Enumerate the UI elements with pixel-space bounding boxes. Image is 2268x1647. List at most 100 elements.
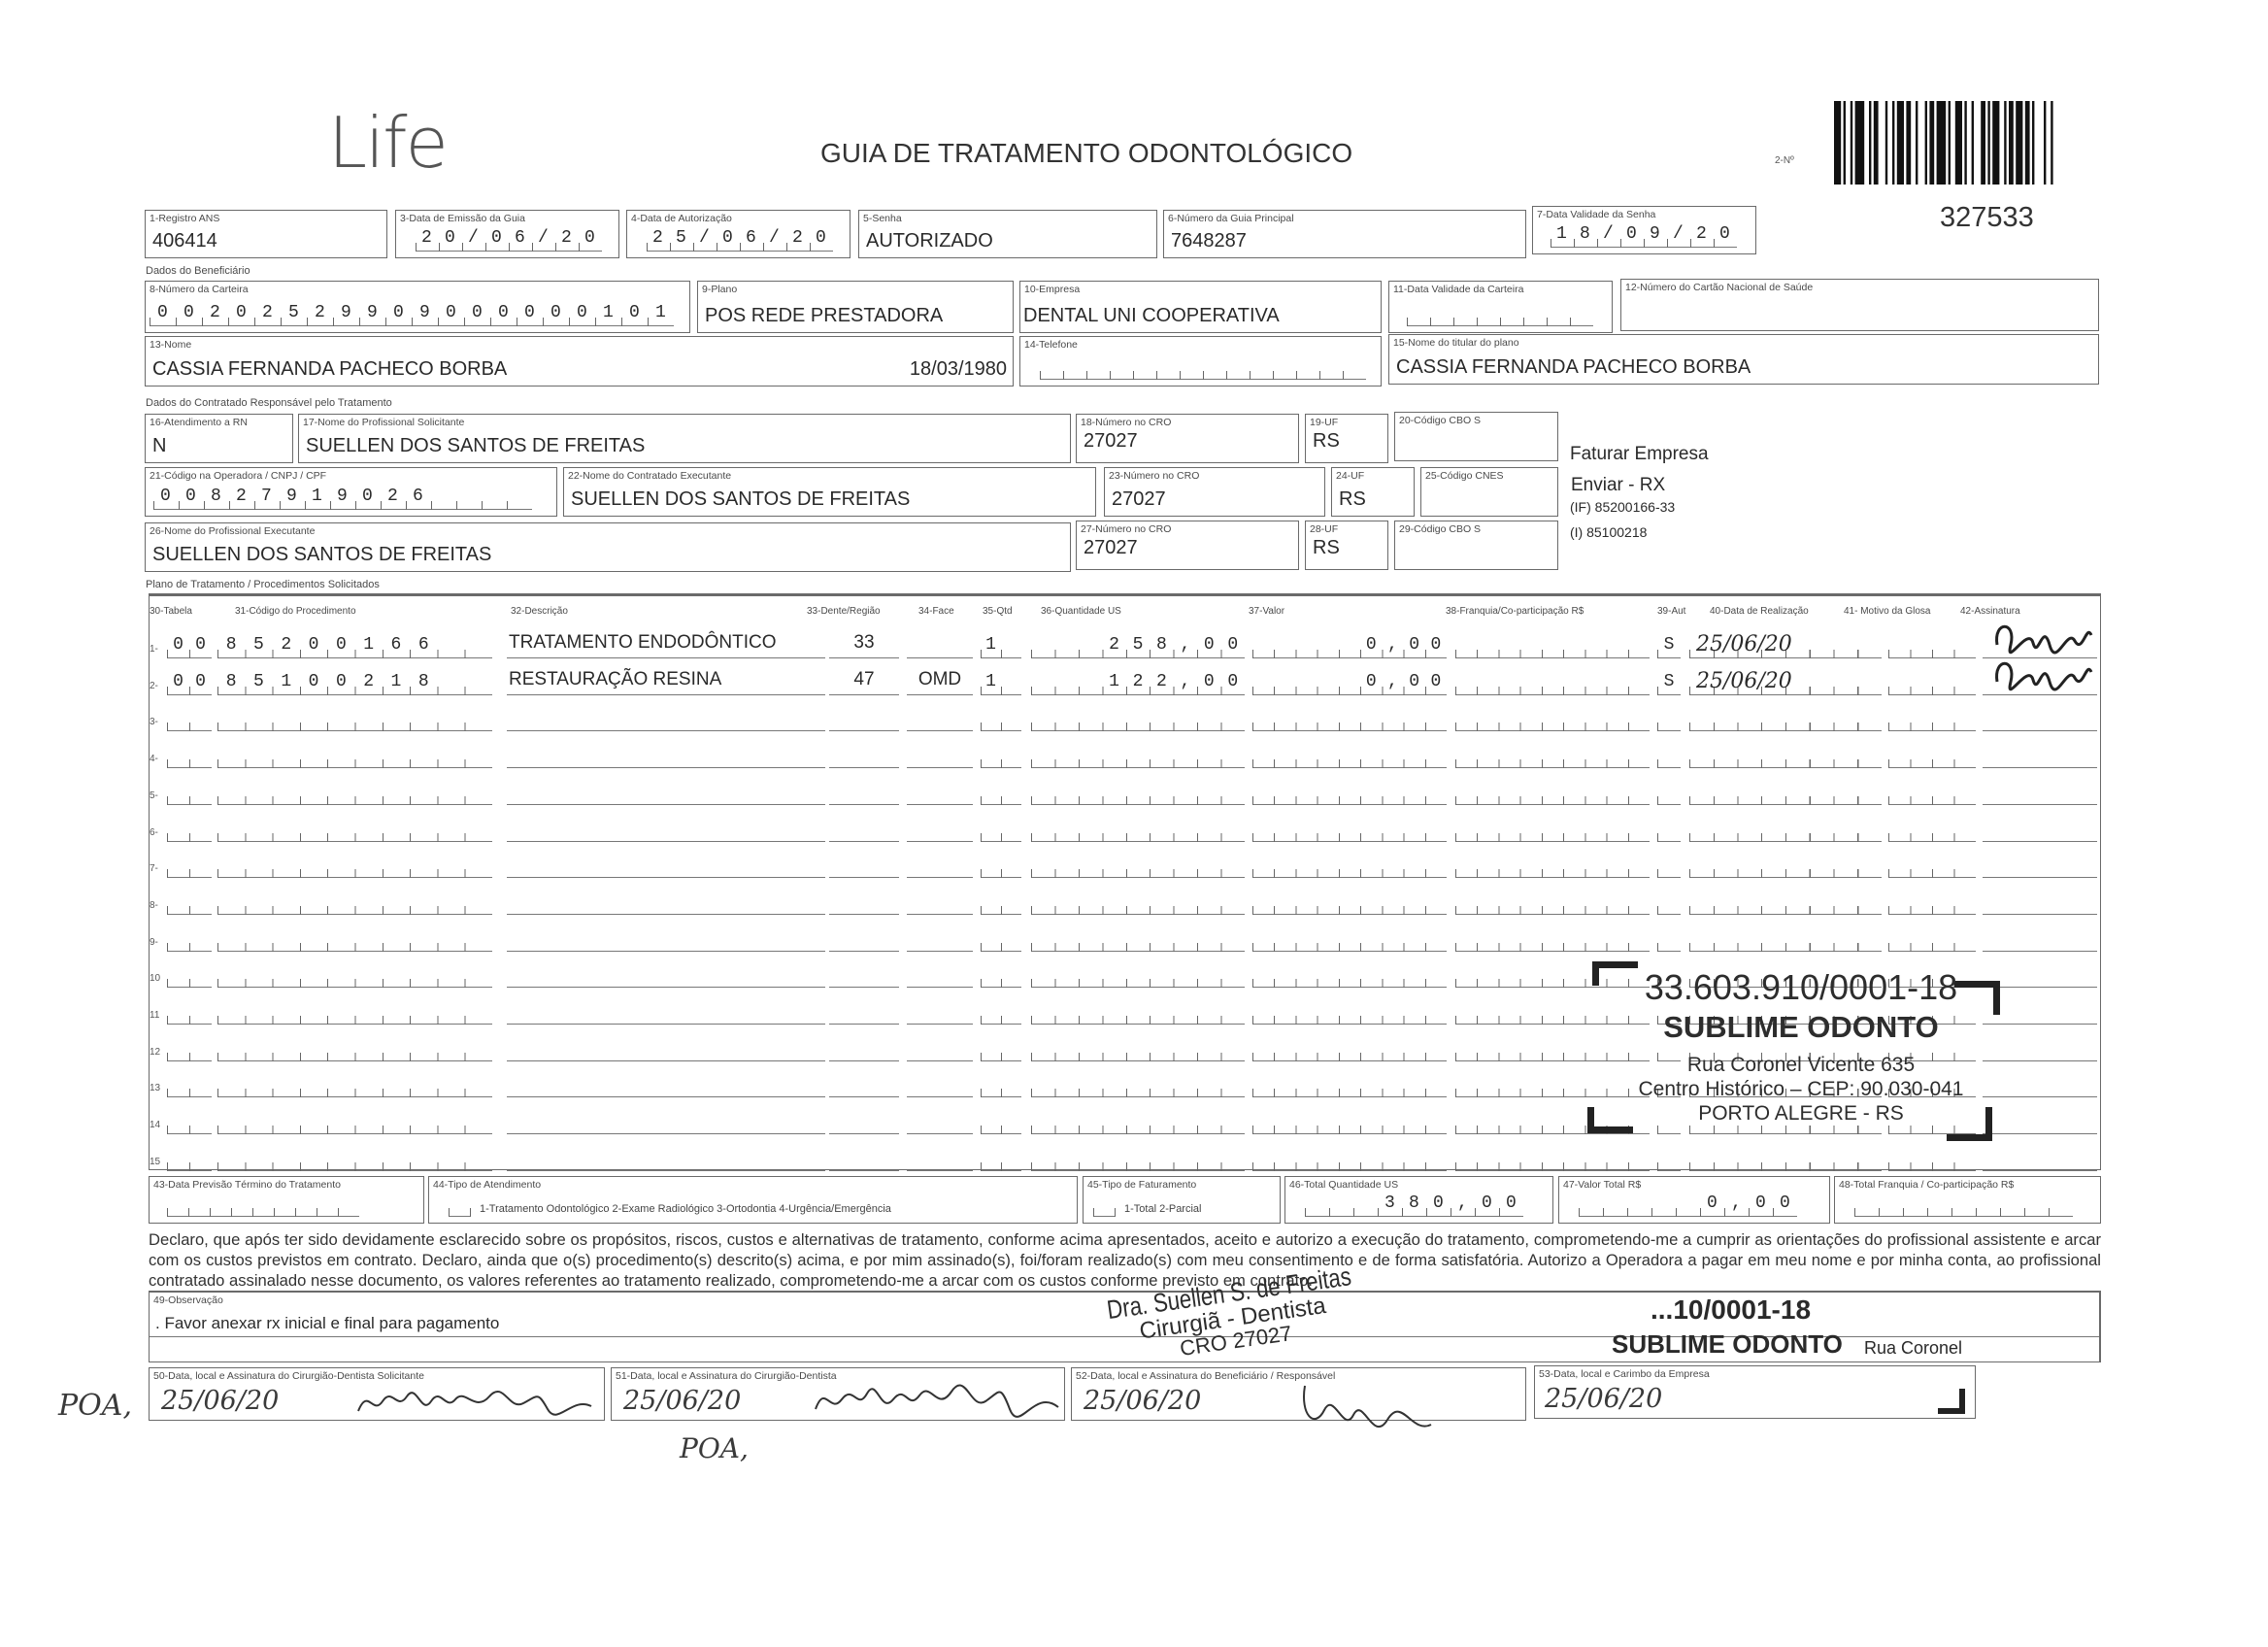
cell-face <box>907 1071 973 1098</box>
procedure-row: 4- <box>150 737 2100 770</box>
cell-glosa <box>1888 633 1976 658</box>
cell-assinatura <box>1983 925 2097 952</box>
cell-assinatura <box>1983 705 2097 732</box>
company-stamp-partial: ...10/0001-18 SUBLIME ODONTO Rua Coronel <box>1612 1294 2092 1362</box>
field-profissional-executante: 26-Nome do Profissional Executante SUELLE… <box>145 522 1071 572</box>
field-label: 26-Nome do Profissional Executante <box>150 525 316 537</box>
signature-box-empresa: 53-Data, local e Carimbo da Empresa 25/06… <box>1534 1365 1976 1419</box>
procedure-row: 8- <box>150 884 2100 917</box>
barcode <box>1834 101 2053 185</box>
procedure-row: 10 <box>150 957 2100 990</box>
cell-quant-us <box>1031 1145 1245 1171</box>
stamp-corner <box>1947 1107 1992 1141</box>
procedure-row: 6- <box>150 811 2100 844</box>
cell-face <box>907 961 973 989</box>
field-value: CASSIA FERNANDA PACHECO BORBA <box>1396 356 1751 378</box>
column-header: 40-Data de Realização <box>1710 606 1809 617</box>
cell-dente <box>829 961 899 989</box>
cell-dente <box>829 816 899 842</box>
field-valor-total: 47-Valor Total R$ 0,00 <box>1558 1176 1830 1224</box>
field-value: RS <box>1313 430 1340 452</box>
cell-data <box>1689 816 1882 842</box>
cell-valor <box>1252 1072 1447 1098</box>
cell-descricao <box>507 779 825 805</box>
cell-descricao <box>507 1108 825 1135</box>
field-cro-solicitante: 18-Número no CRO 27027 <box>1076 414 1299 463</box>
field-value: 7648287 <box>1171 230 1247 252</box>
cell-qtd <box>981 853 1021 879</box>
row-number: 9- <box>150 936 158 948</box>
checkbox-tipo-faturamento[interactable] <box>1093 1192 1116 1217</box>
signature-box-solicitante: 50-Data, local e Assinatura do Cirurgião… <box>149 1367 605 1421</box>
stamp-corner <box>1938 1389 1965 1414</box>
field-value: . Favor anexar rx inicial e final para p… <box>155 1314 500 1332</box>
field-value: POS REDE PRESTADORA <box>705 305 944 326</box>
cell-franquia <box>1455 633 1650 658</box>
cell-tabela <box>167 1035 212 1061</box>
field-label: 51-Data, local e Assinatura do Cirurgião… <box>616 1370 837 1382</box>
row-number: 1- <box>150 644 158 655</box>
company-stamp: 33.603.910/0001-18 SUBLIME ODONTO Rua Co… <box>1587 961 2029 1151</box>
cell-data: 25/06/20 <box>1689 633 1882 658</box>
barcode-bar <box>1924 101 1927 185</box>
cell-descricao: RESTAURAÇÃO RESINA <box>507 669 825 695</box>
cell-dente <box>829 1145 899 1171</box>
field-label: 50-Data, local e Assinatura do Cirurgião… <box>153 1370 424 1382</box>
cell-face <box>907 816 973 842</box>
field-titular-plano: 15-Nome do titular do plano CASSIA FERNAN… <box>1388 334 2099 385</box>
handwritten-date: 25/06/20 <box>161 1386 280 1416</box>
cell-codigo <box>217 1109 492 1135</box>
field-value: 27027 <box>1112 488 1166 510</box>
stamp-corner <box>1587 1107 1633 1133</box>
field-observacao: 49-Observação . Favor anexar rx inicial e… <box>149 1291 2101 1362</box>
field-value: AUTORIZADO <box>866 230 993 252</box>
stamp-district: Centro Histórico – CEP: 90.030-041 <box>1638 1078 1964 1100</box>
cell-glosa <box>1888 889 1976 915</box>
barcode-bar <box>1929 101 1935 185</box>
cell-dente <box>829 852 899 879</box>
cell-data <box>1689 743 1882 769</box>
cell-descricao <box>507 1071 825 1098</box>
cell-tabela <box>167 1145 212 1171</box>
stamp-cnpj: ...10/0001-18 <box>1651 1294 1812 1325</box>
field-value: 00827919026 <box>153 485 532 510</box>
field-value: 25/06/20 <box>647 226 833 252</box>
row-number: 10 <box>150 973 161 985</box>
cell-qtd <box>981 1072 1021 1098</box>
field-label: 16-Atendimento a RN <box>150 417 248 428</box>
cell-quant-us <box>1031 816 1245 842</box>
column-header: 37-Valor <box>1249 606 1285 617</box>
cell-franquia <box>1455 853 1650 879</box>
field-numero-carteira: 8-Número da Carteira 00202529909000000101 <box>145 281 690 333</box>
field-cbo-executante: 29-Código CBO S <box>1394 521 1558 570</box>
procedure-row: 3- <box>150 700 2100 733</box>
cell-dente <box>829 1035 899 1061</box>
cell-aut <box>1657 1035 1681 1061</box>
field-value: 27027 <box>1084 430 1138 452</box>
cell-valor <box>1252 816 1447 842</box>
barcode-bar <box>2032 101 2035 185</box>
column-header: 36-Quantidade US <box>1041 606 1121 617</box>
cell-data: 25/06/20 <box>1689 669 1882 695</box>
cell-dente: 47 <box>829 669 899 695</box>
barcode-bar <box>1843 101 1846 185</box>
cell-aut <box>1657 816 1681 842</box>
barcode-bar <box>1987 101 1990 185</box>
cell-codigo <box>217 925 492 952</box>
stamp-cnpj: 33.603.910/0001-18 <box>1644 967 1958 1007</box>
row-number: 4- <box>150 754 158 765</box>
cell-face <box>907 1108 973 1135</box>
barcode-bar <box>1854 101 1865 185</box>
cell-data <box>1689 779 1882 805</box>
signature <box>1995 661 2093 691</box>
cell-data <box>1689 925 1882 952</box>
checkbox-tipo-atendimento[interactable] <box>449 1192 471 1217</box>
cell-glosa <box>1888 999 1976 1025</box>
cell-valor <box>1252 743 1447 769</box>
cell-face <box>907 779 973 805</box>
field-label: 52-Data, local e Assinatura do Beneficiá… <box>1076 1370 1336 1382</box>
barcode-bar <box>1834 101 1842 185</box>
field-value <box>1854 1192 2073 1217</box>
cell-dente: 33 <box>829 632 899 658</box>
field-value: 406414 <box>152 230 217 252</box>
